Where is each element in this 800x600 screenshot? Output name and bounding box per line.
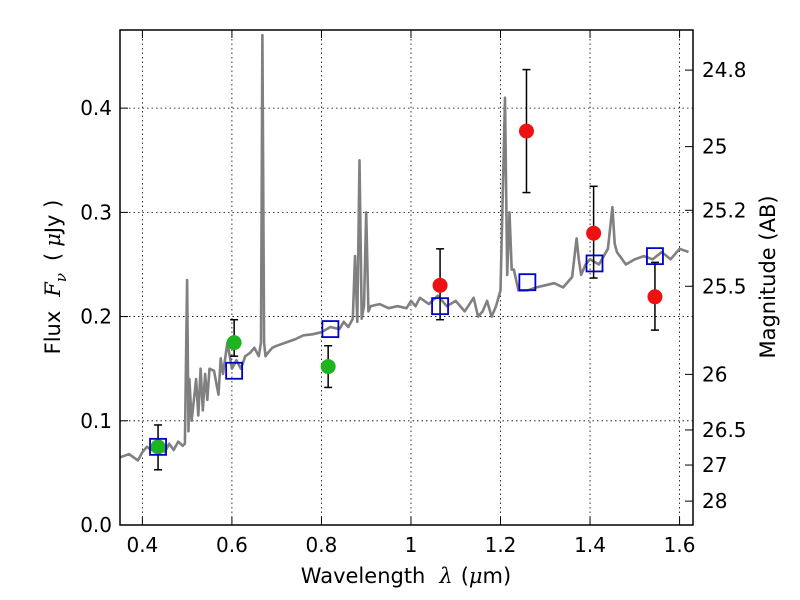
y2-tick-label: 24.8 (702, 58, 747, 82)
spectrum-line (119, 33, 689, 462)
x-tick-label: 1.6 (664, 533, 696, 557)
x-tick-label: 1.4 (574, 533, 606, 557)
red-photometry-point (432, 277, 448, 293)
y-tick-label: 0.0 (80, 513, 112, 537)
y-axis-label: FluxFν(μJy ) (41, 200, 70, 355)
green-photometry-point (320, 359, 336, 375)
y2-tick-label: 25.2 (702, 198, 747, 222)
y2-tick-label: 26.5 (702, 418, 747, 442)
x-tick-label: 0.8 (306, 533, 338, 557)
y-tick-label: 0.1 (80, 409, 112, 433)
red-photometry-point (647, 289, 663, 305)
y2-tick-label: 27 (702, 453, 727, 477)
y2-tick-label: 26 (702, 362, 727, 386)
model-square (321, 320, 340, 338)
green-photometry-point (150, 439, 166, 455)
y-tick-label: 0.3 (80, 200, 112, 224)
model-square (149, 437, 167, 456)
y2-tick-label: 25 (702, 135, 727, 159)
y2-tick-label: 28 (702, 489, 727, 513)
y2-axis-label: Magnitude (AB) (756, 195, 780, 358)
x-axis-label: Wavelength λ (μm) (301, 564, 511, 588)
red-photometry-point (518, 123, 534, 139)
spectrum-layer (119, 33, 689, 462)
green-photometry-point (226, 335, 242, 351)
model-square (585, 254, 604, 273)
x-tick-label: 0.4 (126, 533, 158, 557)
red-photometry-point (586, 225, 602, 241)
y-tick-label: 0.4 (80, 96, 112, 120)
x-tick-label: 1 (405, 533, 418, 557)
y-tick-label: 0.2 (80, 305, 112, 329)
y2-tick-label: 25.5 (702, 274, 747, 298)
model-square (518, 273, 537, 292)
plot-frame (119, 29, 694, 526)
model-square (225, 361, 244, 380)
model-square (431, 297, 449, 316)
model-square (646, 247, 664, 266)
x-tick-label: 1.2 (485, 533, 517, 557)
grid-lines (120, 30, 693, 526)
points-layer (149, 68, 664, 471)
ticks-layer: 0.4 0.6 0.8 1 1.2 1.4 1.6 0.0 0.1 0.2 0.3 0.4 24.8 25… (80, 30, 747, 557)
x-tick-label: 0.6 (216, 533, 248, 557)
